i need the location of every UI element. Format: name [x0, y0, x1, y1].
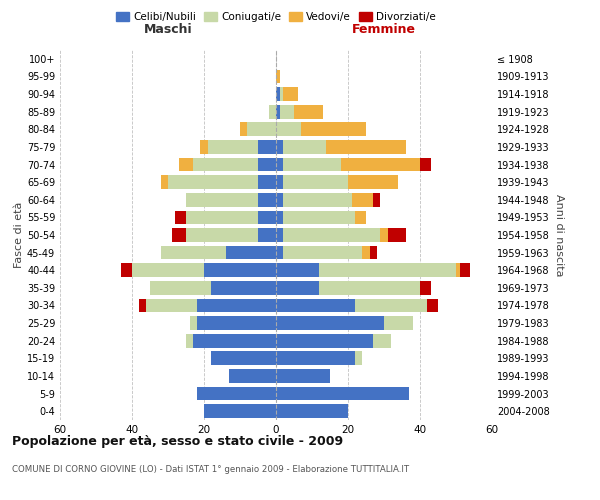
Bar — [276, 176, 283, 189]
Bar — [276, 316, 384, 330]
Bar — [420, 158, 431, 172]
Bar — [355, 352, 362, 365]
Bar — [388, 228, 406, 242]
Bar — [384, 316, 413, 330]
Bar — [139, 298, 146, 312]
Bar — [204, 404, 276, 418]
Bar — [179, 158, 193, 172]
Bar — [226, 246, 276, 260]
Bar — [211, 281, 276, 294]
Bar — [283, 140, 326, 154]
Bar — [420, 281, 431, 294]
Text: Popolazione per età, sesso e stato civile - 2009: Popolazione per età, sesso e stato civil… — [12, 435, 343, 448]
Bar — [283, 246, 362, 260]
Bar — [348, 176, 398, 189]
Bar — [168, 176, 258, 189]
Bar — [190, 316, 197, 330]
Bar — [186, 210, 258, 224]
Bar — [193, 158, 258, 172]
Bar — [186, 228, 258, 242]
Bar — [352, 193, 373, 206]
Bar — [186, 193, 258, 206]
Bar — [258, 176, 276, 189]
Bar — [283, 176, 348, 189]
Bar — [373, 193, 380, 206]
Bar — [276, 140, 283, 154]
Bar — [258, 210, 276, 224]
Bar — [276, 193, 283, 206]
Bar — [276, 105, 280, 118]
Bar — [276, 264, 319, 277]
Bar — [258, 158, 276, 172]
Text: Femmine: Femmine — [352, 23, 416, 36]
Bar — [276, 210, 283, 224]
Bar — [258, 140, 276, 154]
Y-axis label: Fasce di età: Fasce di età — [14, 202, 24, 268]
Bar — [276, 87, 280, 101]
Bar — [172, 228, 186, 242]
Legend: Celibi/Nubili, Coniugati/e, Vedovi/e, Divorziati/e: Celibi/Nubili, Coniugati/e, Vedovi/e, Di… — [112, 8, 440, 26]
Bar — [197, 386, 276, 400]
Y-axis label: Anni di nascita: Anni di nascita — [554, 194, 563, 276]
Bar — [247, 122, 276, 136]
Bar — [355, 210, 366, 224]
Text: Maschi: Maschi — [143, 23, 193, 36]
Bar — [276, 334, 373, 347]
Bar — [283, 210, 355, 224]
Bar — [200, 140, 208, 154]
Bar — [204, 264, 276, 277]
Bar — [240, 122, 247, 136]
Bar — [283, 87, 298, 101]
Bar — [276, 281, 319, 294]
Bar — [146, 298, 197, 312]
Bar — [211, 352, 276, 365]
Bar — [208, 140, 258, 154]
Bar — [175, 210, 186, 224]
Text: COMUNE DI CORNO GIOVINE (LO) - Dati ISTAT 1° gennaio 2009 - Elaborazione TUTTITA: COMUNE DI CORNO GIOVINE (LO) - Dati ISTA… — [12, 465, 409, 474]
Bar — [326, 140, 406, 154]
Bar — [280, 87, 283, 101]
Bar — [276, 228, 283, 242]
Bar — [276, 70, 280, 84]
Bar — [283, 158, 341, 172]
Bar — [197, 298, 276, 312]
Bar — [460, 264, 470, 277]
Bar — [276, 158, 283, 172]
Bar — [229, 369, 276, 383]
Bar — [380, 228, 388, 242]
Bar — [456, 264, 460, 277]
Bar — [294, 105, 323, 118]
Bar — [150, 281, 211, 294]
Bar — [373, 334, 391, 347]
Bar — [319, 281, 420, 294]
Bar — [276, 404, 348, 418]
Bar — [427, 298, 438, 312]
Bar — [269, 105, 276, 118]
Bar — [355, 298, 427, 312]
Bar — [186, 334, 193, 347]
Bar — [276, 386, 409, 400]
Bar — [301, 122, 366, 136]
Bar — [197, 316, 276, 330]
Bar — [283, 193, 352, 206]
Bar — [283, 228, 380, 242]
Bar — [280, 105, 294, 118]
Bar — [161, 176, 168, 189]
Bar — [121, 264, 132, 277]
Bar — [132, 264, 204, 277]
Bar — [258, 193, 276, 206]
Bar — [319, 264, 456, 277]
Bar — [276, 298, 355, 312]
Bar — [161, 246, 226, 260]
Bar — [276, 369, 330, 383]
Bar — [276, 122, 301, 136]
Bar — [258, 228, 276, 242]
Bar — [341, 158, 420, 172]
Bar — [276, 246, 283, 260]
Bar — [193, 334, 276, 347]
Bar — [362, 246, 370, 260]
Bar — [276, 352, 355, 365]
Bar — [370, 246, 377, 260]
